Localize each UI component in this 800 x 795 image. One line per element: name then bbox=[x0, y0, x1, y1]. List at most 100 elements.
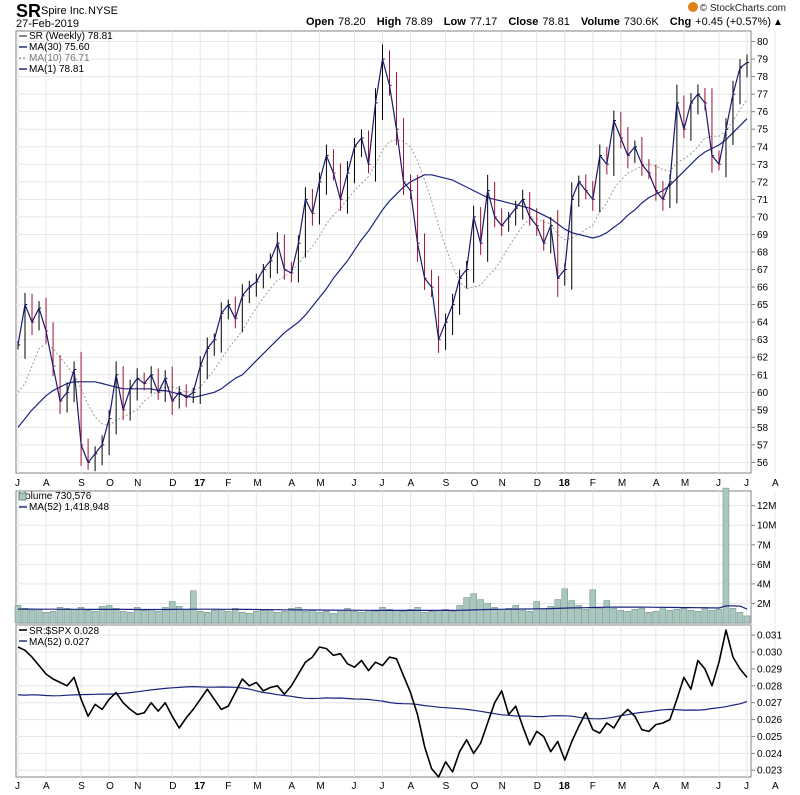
price-xtick-label-22: M bbox=[681, 478, 689, 489]
volume-bar-58 bbox=[421, 611, 428, 624]
volume-bar-37 bbox=[274, 611, 281, 624]
price-ytick-label-13: 69 bbox=[757, 230, 769, 241]
ratio-xtick-label-14: S bbox=[443, 781, 450, 792]
volume-bar-77 bbox=[554, 599, 561, 624]
volume-bar-51 bbox=[372, 611, 379, 624]
volume-bar-14 bbox=[112, 608, 120, 624]
volume-bar-18 bbox=[140, 610, 148, 624]
price-ytick-label-15: 71 bbox=[757, 195, 769, 206]
chg-label: Chg bbox=[669, 16, 692, 28]
stockcharts-logo-icon bbox=[687, 2, 698, 12]
volume-bar-59 bbox=[428, 611, 435, 624]
price-ytick-label-7: 63 bbox=[757, 335, 769, 346]
price-xtick-label-13: A bbox=[408, 478, 415, 489]
price-ytick-label-22: 78 bbox=[757, 72, 769, 83]
ma10-line bbox=[17, 99, 748, 427]
ratio-xtick-label-12: J bbox=[380, 781, 385, 792]
volume-bar-93 bbox=[666, 610, 674, 624]
price-ytick-label-1: 57 bbox=[757, 440, 769, 451]
ratio-xtick-label-11: J bbox=[351, 781, 356, 792]
volume-bar-61 bbox=[442, 609, 449, 624]
price-xtick-label-25: A bbox=[772, 478, 779, 489]
volume-bar-70 bbox=[505, 608, 512, 624]
volume-bar-23 bbox=[175, 606, 183, 624]
volume-legend-item-0: Volume 730,576 bbox=[19, 491, 92, 502]
volume-bar-20 bbox=[154, 611, 162, 624]
volume-bar-1 bbox=[21, 608, 29, 624]
price-ytick-label-19: 75 bbox=[757, 125, 769, 136]
volume-bar-82 bbox=[589, 589, 597, 624]
volume-bar-36 bbox=[267, 609, 274, 624]
volume-bar-72 bbox=[519, 610, 526, 624]
volume-bar-0 bbox=[14, 605, 22, 624]
ratio-ytick-label-5: 0.028 bbox=[757, 681, 782, 692]
ratio-xtick-label-2: S bbox=[78, 781, 85, 792]
ratio-xtick-label-8: M bbox=[253, 781, 261, 792]
ratio-xtick-label-1: A bbox=[43, 781, 50, 792]
volume-value: 730.6K bbox=[623, 16, 659, 28]
chg-up-icon: ▲ bbox=[773, 17, 783, 28]
high-value: 78.89 bbox=[405, 16, 433, 28]
price-ytick-label-2: 58 bbox=[757, 423, 769, 434]
open-label: Open bbox=[306, 16, 335, 28]
volume-bar-50 bbox=[365, 610, 372, 624]
stockcharts-logo: © StockCharts.com bbox=[687, 2, 786, 14]
price-ytick-label-6: 62 bbox=[757, 353, 769, 364]
stockcharts-logo-text: © StockCharts.com bbox=[699, 3, 786, 14]
volume-bar-42 bbox=[309, 610, 316, 624]
volume-bar-63 bbox=[456, 605, 463, 624]
volume-bar-47 bbox=[344, 608, 351, 624]
volume-bar-87 bbox=[624, 611, 632, 624]
volume-bar-30 bbox=[225, 611, 232, 624]
chg-value: +0.45 (+0.57%) bbox=[695, 16, 772, 28]
price-close-line bbox=[17, 58, 748, 464]
volume-bar-94 bbox=[673, 609, 681, 624]
ratio-ma52-line bbox=[17, 685, 748, 720]
volume-bar-46 bbox=[337, 610, 344, 624]
volume-bar-53 bbox=[386, 609, 393, 624]
ratio-ytick-label-3: 0.026 bbox=[757, 715, 782, 726]
ratio-ytick-label-0: 0.023 bbox=[757, 766, 782, 777]
ratio-xtick-label-4: N bbox=[134, 781, 141, 792]
ratio-xtick-label-22: M bbox=[681, 781, 689, 792]
volume-bar-44 bbox=[323, 611, 330, 624]
volume-bar-102 bbox=[729, 608, 737, 624]
volume-bar-15 bbox=[119, 611, 127, 624]
volume-bar-103 bbox=[736, 611, 744, 624]
quote-date: 27-Feb-2019 bbox=[16, 18, 79, 30]
volume-label: Volume bbox=[580, 16, 620, 28]
volume-bar-31 bbox=[232, 608, 239, 624]
volume-bar-68 bbox=[491, 607, 498, 624]
volume-bar-35 bbox=[260, 610, 267, 624]
volume-bar-34 bbox=[253, 611, 260, 624]
volume-bar-45 bbox=[330, 612, 337, 624]
volume-bar-8 bbox=[70, 609, 78, 624]
ratio-legend-item-0: SR:$SPX 0.028 bbox=[29, 626, 99, 637]
volume-bar-49 bbox=[358, 611, 365, 624]
ratio-xtick-label-16: N bbox=[499, 781, 506, 792]
price-xtick-label-1: A bbox=[43, 478, 50, 489]
volume-bar-4 bbox=[42, 611, 50, 624]
price-xtick-label-11: J bbox=[351, 478, 356, 489]
volume-bar-69 bbox=[498, 609, 505, 624]
volume-bar-56 bbox=[407, 609, 414, 624]
price-xtick-label-0: J bbox=[15, 478, 20, 489]
volume-bar-43 bbox=[316, 611, 323, 624]
ratio-xtick-label-20: M bbox=[618, 781, 626, 792]
volume-bar-39 bbox=[288, 608, 295, 624]
ratio-ytick-label-2: 0.025 bbox=[757, 732, 782, 743]
volume-bar-67 bbox=[484, 603, 491, 624]
vol-ytick-label-2: 6M bbox=[757, 560, 771, 571]
ratio-legend-item-1: MA(52) 0.027 bbox=[29, 637, 90, 648]
volume-bar-7 bbox=[63, 608, 71, 624]
volume-bar-81 bbox=[582, 609, 590, 624]
volume-bar-101 bbox=[722, 487, 730, 624]
volume-bar-62 bbox=[449, 611, 456, 624]
volume-bar-28 bbox=[211, 610, 218, 624]
ratio-xtick-label-6: 17 bbox=[194, 781, 206, 792]
low-value: 77.17 bbox=[469, 16, 498, 28]
ratio-ytick-label-4: 0.027 bbox=[757, 698, 782, 709]
price-xtick-label-9: A bbox=[288, 478, 295, 489]
price-xtick-label-10: M bbox=[316, 478, 324, 489]
volume-bar-75 bbox=[540, 609, 547, 624]
